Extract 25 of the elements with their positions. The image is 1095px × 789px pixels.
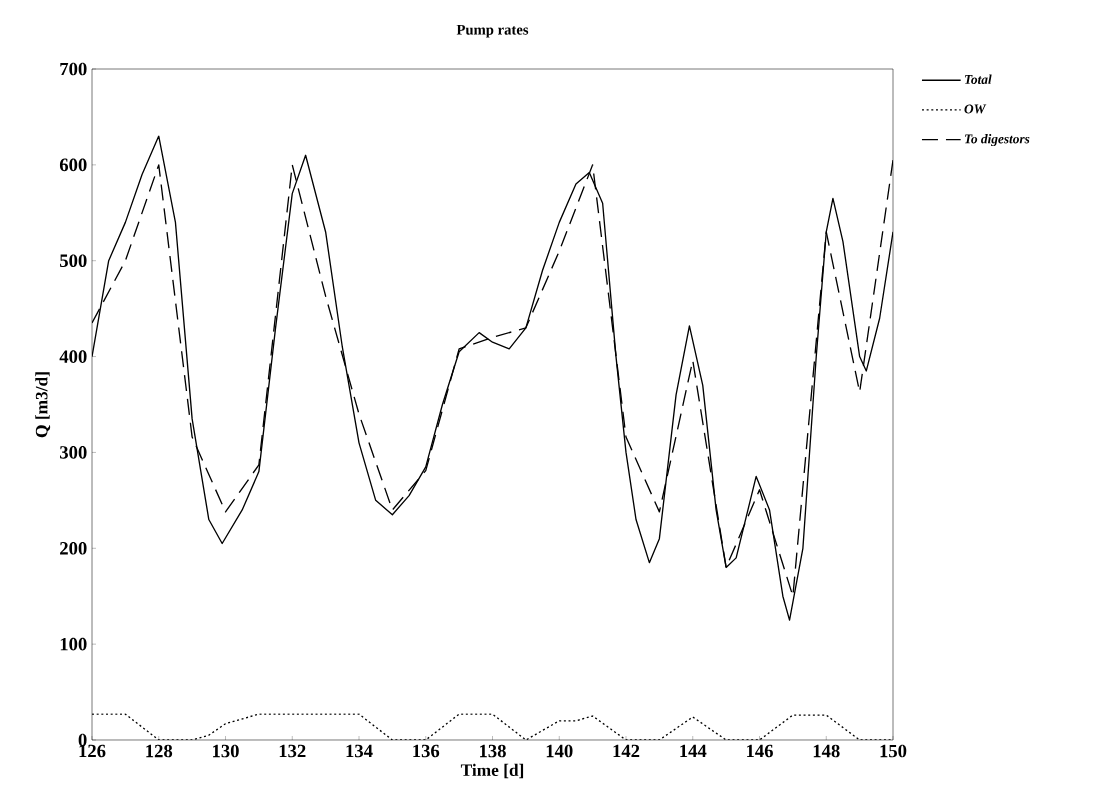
legend-label: Total [964,74,992,84]
y-tick-label: 200 [60,541,87,555]
x-tick-label: 150 [880,744,907,758]
x-tick-label: 128 [146,744,173,758]
x-tick-label: 136 [413,744,440,758]
legend-label: To digestors [964,134,1030,147]
x-tick-label: 144 [680,744,707,758]
x-tick-label: 140 [546,744,573,758]
x-axis-title: Time [d] [460,763,524,779]
y-tick-label: 300 [60,446,87,459]
y-axis-title: Q [m3/d] [35,372,51,438]
y-tick-label: 100 [60,637,87,651]
x-tick-label: 148 [813,744,840,758]
x-tick-label: 130 [213,744,239,758]
y-tick-label: 400 [59,350,87,363]
chart-title: Pump rates [456,24,529,38]
x-tick-label: 138 [480,744,506,758]
x-tick-label: 134 [346,744,373,758]
x-tick-label: 142 [613,744,640,758]
legend-label: OW [964,104,987,114]
x-tick-label: 146 [747,744,773,758]
x-tick-label: 132 [279,744,306,758]
y-tick-label: 500 [60,254,87,268]
y-tick-label: 600 [59,158,87,172]
y-tick-label: 700 [60,62,87,76]
